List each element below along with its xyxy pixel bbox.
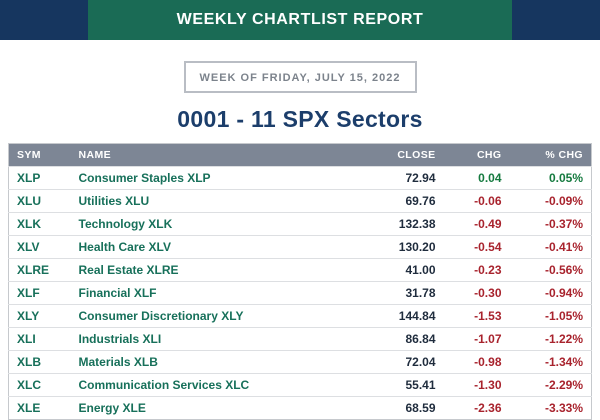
percent-change-value: -1.34% <box>509 350 592 374</box>
change-value: 0.04 <box>443 166 510 190</box>
symbol-link[interactable]: XLE <box>8 396 71 420</box>
name-link[interactable]: Health Care XLV <box>70 235 352 259</box>
percent-change-value: -0.41% <box>509 235 592 259</box>
change-value: -0.23 <box>443 258 510 282</box>
symbol-link[interactable]: XLU <box>8 189 71 213</box>
week-of-box: WEEK OF FRIDAY, JULY 15, 2022 <box>183 61 417 93</box>
close-value: 72.04 <box>351 350 444 374</box>
name-link[interactable]: Financial XLF <box>70 281 352 305</box>
name-link[interactable]: Energy XLE <box>70 396 352 420</box>
close-value: 144.84 <box>351 304 444 328</box>
close-value: 31.78 <box>351 281 444 305</box>
column-header-sym: SYM <box>8 143 71 167</box>
change-value: -1.53 <box>443 304 510 328</box>
name-link[interactable]: Real Estate XLRE <box>70 258 352 282</box>
sectors-table-head: SYM NAME CLOSE CHG % CHG <box>8 143 592 167</box>
percent-change-value: -3.33% <box>509 396 592 420</box>
symbol-link[interactable]: XLB <box>8 350 71 374</box>
week-of-label: WEEK OF FRIDAY, JULY 15, 2022 <box>199 72 401 84</box>
symbol-link[interactable]: XLY <box>8 304 71 328</box>
percent-change-value: -1.22% <box>509 327 592 351</box>
close-value: 130.20 <box>351 235 444 259</box>
symbol-link[interactable]: XLC <box>8 373 71 397</box>
report-banner: WEEKLY CHARTLIST REPORT <box>0 0 600 40</box>
percent-change-value: 0.05% <box>509 166 592 190</box>
change-value: -2.36 <box>443 396 510 420</box>
percent-change-value: -0.09% <box>509 189 592 213</box>
table-row: XLE Energy XLE 68.59 -2.36 -3.33% <box>8 396 592 420</box>
name-link[interactable]: Consumer Discretionary XLY <box>70 304 352 328</box>
column-header-chg: CHG <box>443 143 510 167</box>
change-value: -1.07 <box>443 327 510 351</box>
report-banner-inner: WEEKLY CHARTLIST REPORT <box>88 0 512 40</box>
sectors-table: SYM NAME CLOSE CHG % CHG XLP Consumer Sta… <box>8 143 592 420</box>
table-row: XLI Industrials XLI 86.84 -1.07 -1.22% <box>8 327 592 351</box>
table-row: XLV Health Care XLV 130.20 -0.54 -0.41% <box>8 235 592 259</box>
close-value: 132.38 <box>351 212 444 236</box>
close-value: 72.94 <box>351 166 444 190</box>
name-link[interactable]: Utilities XLU <box>70 189 352 213</box>
change-value: -0.98 <box>443 350 510 374</box>
close-value: 41.00 <box>351 258 444 282</box>
change-value: -1.30 <box>443 373 510 397</box>
close-value: 86.84 <box>351 327 444 351</box>
symbol-link[interactable]: XLI <box>8 327 71 351</box>
percent-change-value: -0.94% <box>509 281 592 305</box>
table-row: XLRE Real Estate XLRE 41.00 -0.23 -0.56% <box>8 258 592 282</box>
percent-change-value: -0.37% <box>509 212 592 236</box>
table-row: XLF Financial XLF 31.78 -0.30 -0.94% <box>8 281 592 305</box>
name-link[interactable]: Consumer Staples XLP <box>70 166 352 190</box>
column-header-close: CLOSE <box>351 143 444 167</box>
header-row: SYM NAME CLOSE CHG % CHG <box>8 143 592 167</box>
change-value: -0.30 <box>443 281 510 305</box>
report-title: WEEKLY CHARTLIST REPORT <box>176 11 424 28</box>
table-row: XLP Consumer Staples XLP 72.94 0.04 0.05% <box>8 166 592 190</box>
name-link[interactable]: Industrials XLI <box>70 327 352 351</box>
name-link[interactable]: Communication Services XLC <box>70 373 352 397</box>
change-value: -0.06 <box>443 189 510 213</box>
symbol-link[interactable]: XLV <box>8 235 71 259</box>
close-value: 69.76 <box>351 189 444 213</box>
sectors-tbody: XLP Consumer Staples XLP 72.94 0.04 0.05% XLU… <box>8 166 592 420</box>
percent-change-value: -0.56% <box>509 258 592 282</box>
table-row: XLY Consumer Discretionary XLY 144.84 -1.53… <box>8 304 592 328</box>
symbol-link[interactable]: XLP <box>8 166 71 190</box>
name-link[interactable]: Technology XLK <box>70 212 352 236</box>
symbol-link[interactable]: XLF <box>8 281 71 305</box>
symbol-link[interactable]: XLK <box>8 212 71 236</box>
percent-change-value: -2.29% <box>509 373 592 397</box>
table-row: XLU Utilities XLU 69.76 -0.06 -0.09% <box>8 189 592 213</box>
close-value: 68.59 <box>351 396 444 420</box>
column-header-pct-chg: % CHG <box>509 143 592 167</box>
page-title: 0001 - 11 SPX Sectors <box>177 106 423 132</box>
close-value: 55.41 <box>351 373 444 397</box>
table-row: XLK Technology XLK 132.38 -0.49 -0.37% <box>8 212 592 236</box>
percent-change-value: -1.05% <box>509 304 592 328</box>
change-value: -0.54 <box>443 235 510 259</box>
change-value: -0.49 <box>443 212 510 236</box>
table-row: XLB Materials XLB 72.04 -0.98 -1.34% <box>8 350 592 374</box>
symbol-link[interactable]: XLRE <box>8 258 71 282</box>
column-header-name: NAME <box>70 143 352 167</box>
table-row: XLC Communication Services XLC 55.41 -1.30-… <box>8 373 592 397</box>
name-link[interactable]: Materials XLB <box>70 350 352 374</box>
